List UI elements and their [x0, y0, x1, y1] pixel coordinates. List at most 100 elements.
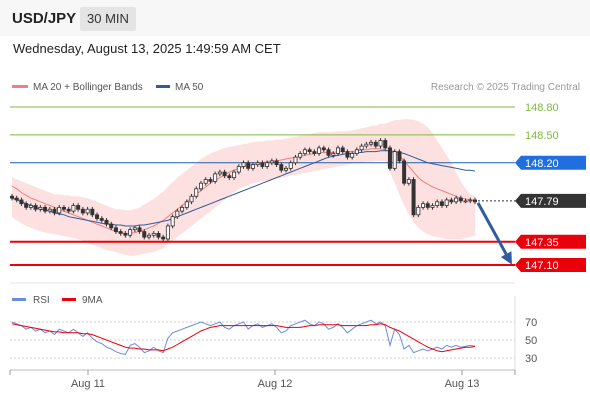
candle-body: [468, 199, 473, 202]
candle-body: [397, 151, 402, 162]
candle-body: [90, 208, 95, 216]
candle-body: [284, 167, 289, 171]
candle-body: [250, 164, 255, 169]
candle-body: [118, 231, 123, 234]
candle-body: [175, 210, 180, 218]
candle-body: [331, 153, 336, 156]
candle-body: [350, 153, 355, 158]
candle-body: [416, 206, 421, 216]
candle-body: [71, 205, 76, 212]
candle-body: [255, 162, 260, 166]
candle-body: [170, 216, 175, 227]
candle-body: [449, 199, 454, 203]
rsi-line: [11, 319, 476, 355]
candle-body: [189, 195, 194, 203]
candle-body: [340, 147, 345, 153]
candle-body: [241, 162, 246, 167]
candle-body: [52, 208, 57, 214]
candle-body: [312, 151, 317, 154]
candle-body: [80, 208, 85, 214]
ma9-legend-swatch: [62, 298, 76, 301]
candle-body: [95, 214, 100, 219]
candle-body: [28, 205, 33, 208]
candle-body: [217, 171, 222, 175]
forecast-arrow-head: [500, 251, 512, 265]
level-label-147.10: 147.10: [525, 260, 559, 272]
candle-body: [454, 197, 459, 203]
level-tag-147.35: [515, 234, 586, 249]
candle-body: [369, 141, 374, 145]
candle-body: [439, 201, 444, 206]
candle-body: [430, 205, 435, 208]
candle-body: [99, 218, 104, 221]
candle-body: [269, 160, 274, 164]
candle-body: [57, 206, 62, 214]
x-tick-label: Aug 11: [71, 378, 105, 390]
timeframe-button[interactable]: 30 MIN: [80, 7, 136, 31]
rsi-tick-label-50: 50: [525, 335, 537, 347]
rsi-tick-label-70: 70: [525, 317, 537, 329]
candle-body: [335, 147, 340, 154]
forecast-arrow: [476, 202, 512, 262]
candle-body: [147, 234, 152, 238]
candle-body: [321, 147, 326, 151]
candle-body: [307, 149, 312, 153]
candle-body: [373, 141, 378, 147]
ma20-legend-swatch: [12, 85, 28, 88]
candle-body: [274, 160, 279, 166]
candle-body: [425, 203, 430, 208]
candle-body: [104, 219, 109, 225]
bollinger-band: [12, 119, 475, 256]
header-bar: USD/JPY 30 MIN: [0, 0, 590, 36]
candle-body: [161, 236, 166, 240]
candle-body: [184, 201, 189, 208]
candle-body: [265, 162, 270, 167]
candle-body: [463, 200, 468, 203]
candle-body: [421, 203, 426, 208]
candle-body: [222, 171, 227, 177]
rsi-legend-label: RSI: [33, 295, 50, 306]
ma50-legend-label: MA 50: [175, 82, 204, 93]
x-tick-label: Aug 13: [445, 378, 480, 390]
candle-body: [61, 206, 66, 210]
candle-body: [260, 162, 265, 167]
candle-body: [24, 203, 29, 208]
level-label-147.35: 147.35: [525, 237, 559, 249]
candle-body: [203, 179, 208, 184]
candle-body: [47, 208, 52, 212]
candle-body: [156, 232, 161, 238]
candle-body: [383, 140, 388, 149]
candle-body: [402, 160, 407, 184]
candle-body: [236, 166, 241, 173]
candle-body: [359, 145, 364, 151]
candle-body: [326, 149, 331, 156]
candle-body: [298, 153, 303, 158]
level-tag-147.79: [515, 193, 586, 208]
candle-body: [302, 149, 307, 154]
candle-body: [354, 149, 359, 154]
candle-body: [472, 199, 477, 203]
level-label-148.20: 148.20: [525, 158, 559, 170]
level-tag-148.20: [515, 155, 586, 170]
level-label-148.80: 148.80: [525, 102, 559, 114]
candle-body: [288, 162, 293, 169]
candle-body: [33, 205, 38, 210]
candle-body: [132, 227, 137, 231]
candle-body: [128, 229, 133, 236]
candle-body: [406, 179, 411, 184]
candle-body: [43, 206, 48, 212]
rsi-legend-swatch: [12, 298, 26, 301]
candle-body: [9, 195, 14, 199]
rsi-tick-label-30: 30: [525, 353, 537, 365]
timestamp: Wednesday, August 13, 2025 1:49:59 AM CE…: [13, 41, 281, 56]
candle-body: [293, 156, 298, 164]
candle-body: [66, 208, 71, 212]
rsi-ma9-line: [11, 323, 476, 353]
candle-body: [411, 179, 416, 216]
candle-body: [392, 151, 397, 169]
candle-body: [109, 223, 114, 229]
candle-body: [435, 201, 440, 206]
symbol-title: USD/JPY: [12, 10, 77, 27]
candle-body: [444, 199, 449, 206]
candle-body: [387, 147, 392, 169]
